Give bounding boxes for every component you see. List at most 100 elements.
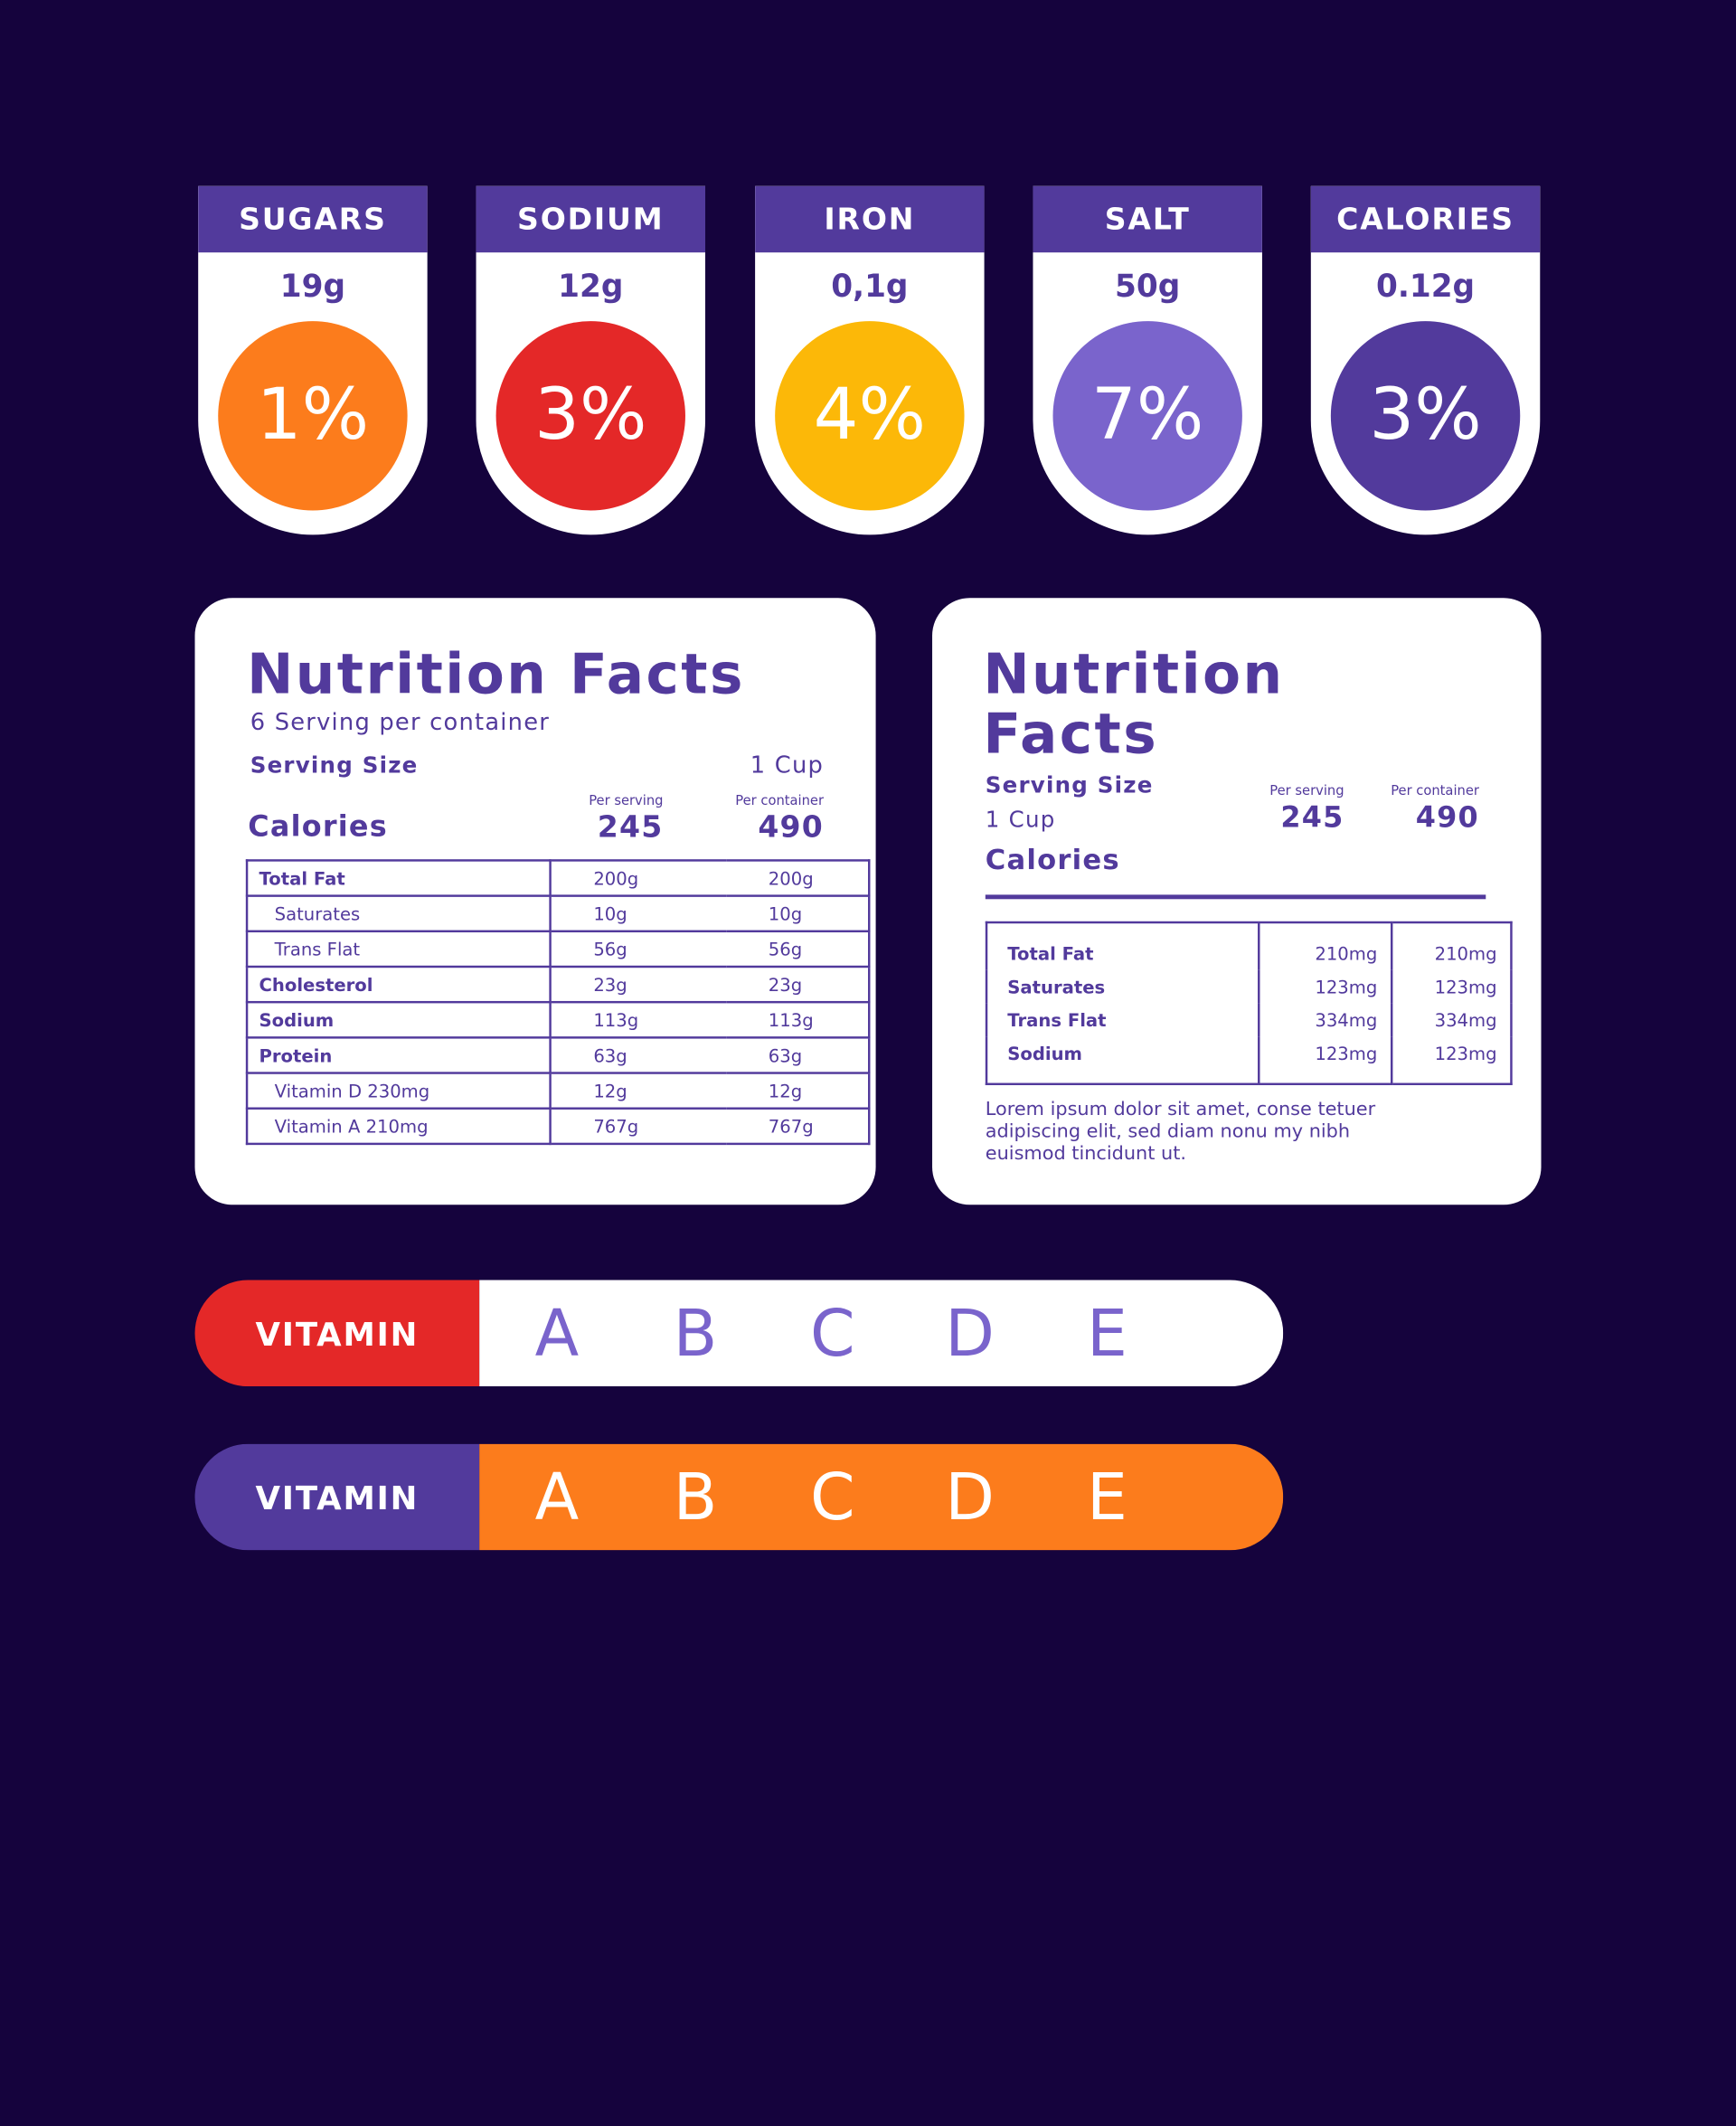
vitamin-letter-a: A xyxy=(534,1459,580,1535)
nutrient-container: 123mg xyxy=(1434,1042,1497,1064)
badge-percent-circle: 3% xyxy=(495,321,685,511)
calories-per-serving: 245 xyxy=(1280,801,1344,836)
card-title: Nutrition Facts xyxy=(247,642,745,707)
calories-label: Calories xyxy=(985,844,1120,876)
servings-per-container: 6 Serving per container xyxy=(250,708,551,736)
nutrient-name: Cholesterol xyxy=(245,965,552,1004)
vitamin-letters: A B C D E xyxy=(479,1280,1284,1387)
badge-amount: 0.12g xyxy=(1375,268,1476,305)
nutrient-name: Saturates xyxy=(986,969,1260,1004)
badge-iron: IRON 0,1g 4% xyxy=(755,185,985,535)
calories-per-container: 490 xyxy=(1415,801,1479,836)
nutrient-name: Vitamin A 210mg xyxy=(245,1107,552,1146)
nutrient-serving: 210mg xyxy=(1259,922,1393,970)
badge-amount: 12g xyxy=(558,268,624,305)
nutrient-container: 200g xyxy=(726,859,871,897)
badge-percent-circle: 3% xyxy=(1330,321,1521,511)
vitamin-letter-e: E xyxy=(1087,1295,1127,1371)
badge-percent-circle: 7% xyxy=(1052,321,1242,511)
calories-per-serving: 245 xyxy=(597,810,664,846)
badge-label: CALORIES xyxy=(1310,185,1541,253)
nutrient-container: 12g xyxy=(726,1072,871,1110)
nutrient-name: Sodium xyxy=(245,1000,552,1039)
vitamin-bar-1: VITAMIN A B C D E xyxy=(194,1280,1284,1387)
table-row: Protein 63g 63g xyxy=(245,1036,871,1074)
badge-sugars: SUGARS 19g 1% xyxy=(198,185,428,535)
table-row: Total Fat 200g 200g xyxy=(245,859,871,897)
nutrient-container: 210mg xyxy=(1434,942,1497,964)
badge-amount: 19g xyxy=(279,268,346,305)
vitamin-letter-c: C xyxy=(810,1295,855,1371)
vitamin-letter-d: D xyxy=(945,1459,995,1535)
nutrient-container: 10g xyxy=(726,894,871,933)
vitamin-letter-c: C xyxy=(810,1459,855,1535)
calories-label: Calories xyxy=(248,810,388,845)
nutrient-serving: 113g xyxy=(549,1000,727,1039)
table-row: Vitamin A 210mg 767g 767g xyxy=(245,1107,871,1146)
vitamin-letter-e: E xyxy=(1087,1459,1127,1535)
serving-size-label: Serving Size xyxy=(250,751,419,779)
badge-percent-circle: 4% xyxy=(775,321,965,511)
table-row: Sodium 113g 113g xyxy=(245,1000,871,1039)
badge-calories: CALORIES 0.12g 3% xyxy=(1310,185,1541,535)
table-row: Sodium 123mg 123mg xyxy=(986,1036,1511,1084)
nutrient-serving: 334mg xyxy=(1259,1003,1393,1037)
nutrient-name: Sodium xyxy=(986,1036,1260,1084)
vitamin-letter-d: D xyxy=(945,1295,995,1371)
badge-label: SUGARS xyxy=(198,185,428,253)
nutrient-name: Protein xyxy=(245,1036,552,1074)
nutrient-serving: 767g xyxy=(549,1107,727,1146)
nutrient-serving: 123mg xyxy=(1259,969,1393,1004)
calories-per-container: 490 xyxy=(758,810,825,846)
vitamin-letter-b: B xyxy=(673,1295,718,1371)
vitamin-letter-b: B xyxy=(673,1459,718,1535)
serving-size-label: Serving Size xyxy=(985,771,1154,798)
nutrient-name: Trans Flat xyxy=(986,1003,1260,1037)
nutrient-container: 63g xyxy=(726,1036,871,1074)
nutrient-container: 767g xyxy=(726,1107,871,1146)
badge-label: IRON xyxy=(755,185,985,253)
nutrient-name: Trans Flat xyxy=(245,930,552,969)
nutrient-container: 23g xyxy=(726,965,871,1004)
nutrient-table: Total Fat 210mg 210mg Saturates 123mg 12… xyxy=(985,921,1513,1086)
badge-percent-circle: 1% xyxy=(218,321,408,511)
per-container-label: Per container xyxy=(735,792,825,808)
nutrient-container: 113g xyxy=(726,1000,871,1039)
serving-size-value: 1 Cup xyxy=(985,806,1056,833)
nutrient-name: Saturates xyxy=(245,894,552,933)
card-title-line-2: Facts xyxy=(983,702,1159,767)
badge-amount: 50g xyxy=(1115,268,1181,305)
nutrient-name: Total Fat xyxy=(986,922,1260,970)
table-row: Saturates 10g 10g xyxy=(245,894,871,933)
serving-size-value: 1 Cup xyxy=(750,751,825,779)
nutrition-card-1: Nutrition Facts 6 Serving per container … xyxy=(194,598,876,1205)
per-container-label: Per container xyxy=(1391,782,1479,798)
table-row: Cholesterol 23g 23g xyxy=(245,965,871,1004)
table-row: Trans Flat 56g 56g xyxy=(245,930,871,969)
card-title-line-1: Nutrition xyxy=(983,642,1285,707)
vitamin-letters: A B C D E xyxy=(479,1443,1284,1551)
nutrient-table: Total Fat 200g 200g Saturates 10g 10g Tr… xyxy=(245,859,871,1146)
nutrient-serving: 56g xyxy=(549,930,727,969)
divider xyxy=(985,894,1486,900)
nutrient-serving: 23g xyxy=(549,965,727,1004)
table-row: Trans Flat 334mg 334mg xyxy=(986,1003,1511,1037)
vitamin-label: VITAMIN xyxy=(194,1443,480,1551)
nutrient-container: 334mg xyxy=(1434,1009,1497,1031)
nutrient-serving: 10g xyxy=(549,894,727,933)
description-text: Lorem ipsum dolor sit amet, conse tetuer… xyxy=(985,1098,1376,1166)
vitamin-bar-2: VITAMIN A B C D E xyxy=(194,1443,1284,1551)
nutrient-serving: 123mg xyxy=(1259,1036,1393,1084)
table-row: Total Fat 210mg 210mg xyxy=(986,922,1511,970)
nutrition-card-2: Nutrition Facts Serving Size 1 Cup Calor… xyxy=(932,598,1542,1205)
vitamin-label: VITAMIN xyxy=(194,1280,480,1387)
vitamin-letter-a: A xyxy=(534,1295,580,1371)
badge-label: SODIUM xyxy=(476,185,706,253)
nutrient-container: 123mg xyxy=(1434,976,1497,997)
nutrient-name: Vitamin D 230mg xyxy=(245,1072,552,1110)
badge-amount: 0,1g xyxy=(831,268,909,305)
badge-sodium: SODIUM 12g 3% xyxy=(476,185,706,535)
table-row: Saturates 123mg 123mg xyxy=(986,969,1511,1004)
nutrient-name: Total Fat xyxy=(245,859,552,897)
